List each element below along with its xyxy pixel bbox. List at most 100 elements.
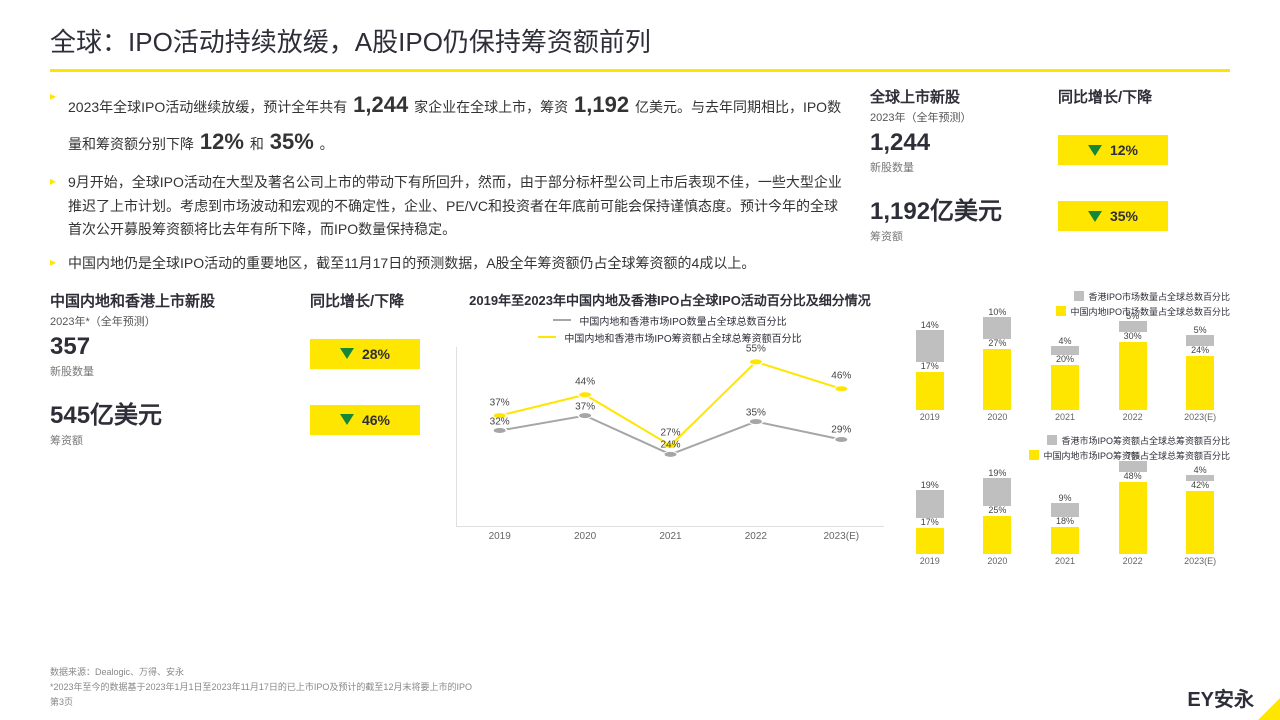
- bar-column: 5% 24% 2023(E): [1178, 325, 1222, 422]
- legend-label: 中国内地和香港市场IPO数量占全球总数百分比: [579, 313, 786, 328]
- bar-value-label: 48%: [1124, 471, 1142, 481]
- legend-swatch: [1074, 291, 1084, 301]
- bar-value-label: 25%: [988, 505, 1006, 515]
- bullet-list: 2023年全球IPO活动继续放缓，预计全年共有 1,244 家企业在全球上市，筹…: [50, 86, 846, 276]
- emph-number: 1,192: [572, 92, 631, 117]
- bar-column: 4%20%2021: [1043, 336, 1087, 422]
- kpi-sub: 2023年（全年预测）: [870, 109, 1042, 125]
- data-label: 44%: [575, 377, 595, 388]
- footnote: *2023年至今的数据基于2023年1月1日至2023年11月17日的已上市IP…: [50, 680, 1230, 693]
- data-label: 55%: [746, 344, 766, 355]
- kpi-value: 545亿美元: [50, 395, 294, 430]
- bar-value-label: 24%: [1191, 345, 1209, 355]
- bar-value-label: 5%: [1194, 325, 1207, 335]
- kpi-value: 357: [50, 333, 294, 361]
- data-source: 数据来源：Dealogic、万得、安永: [50, 665, 1230, 678]
- x-axis-label: 2023(E): [1184, 412, 1216, 422]
- emph-number: 12%: [198, 129, 246, 154]
- data-label: 35%: [746, 407, 766, 418]
- bar-column: 19%17%2019: [908, 480, 952, 566]
- pct: 46%: [362, 412, 390, 428]
- x-axis-label: 2022: [713, 531, 798, 542]
- pct: 12%: [1110, 142, 1138, 158]
- bar-chart-top: 14%17%201910%27%20204%20%20215%30%20225%…: [900, 322, 1230, 422]
- x-axis-label: 2021: [1055, 412, 1075, 422]
- change-pill: 28%: [310, 339, 420, 369]
- line-chart-panel: 2019年至2023年中国内地及香港IPO占全球IPO活动百分比及细分情况 中国…: [456, 290, 884, 566]
- bar-column: 14%17%2019: [908, 320, 952, 422]
- bar-column: 7% 48% 2022: [1111, 451, 1155, 566]
- bar-value-label: 10%: [988, 307, 1006, 317]
- x-axis-label: 2019: [920, 556, 940, 566]
- x-axis-label: 2020: [542, 531, 627, 542]
- kpi-title: 全球上市新股: [870, 86, 1042, 107]
- data-label: 46%: [831, 371, 851, 382]
- legend-swatch: [1056, 306, 1066, 316]
- bar-column: 5% 30% 2022: [1111, 311, 1155, 422]
- emph-number: 35%: [268, 129, 316, 154]
- bar-column: 19%25%2020: [975, 468, 1019, 566]
- data-label: 29%: [831, 425, 851, 436]
- x-axis-label: 2019: [920, 412, 940, 422]
- kpi-label: 新股数量: [50, 363, 294, 379]
- bar-column: 9%18%2021: [1043, 493, 1087, 566]
- data-label: 37%: [490, 398, 510, 409]
- bullet-2: 9月开始，全球IPO活动在大型及著名公司上市的带动下有所回升，然而，由于部分标杆…: [50, 171, 846, 242]
- legend-swatch: [538, 336, 556, 338]
- kpi-value: 1,244: [870, 129, 1042, 157]
- change-pill: 46%: [310, 405, 420, 435]
- x-axis-label: 2022: [1123, 556, 1143, 566]
- legend-swatch: [553, 319, 571, 321]
- kpi-china-values: 中国内地和香港上市新股 2023年*（全年预测） 357 新股数量 545亿美元…: [50, 290, 294, 566]
- bar-chart-bottom: 19%17%201919%25%20209%18%20217%48%20224%…: [900, 466, 1230, 566]
- x-axis-label: 2020: [987, 412, 1007, 422]
- bar-value-label: 30%: [1124, 331, 1142, 341]
- bar-value-label: 4%: [1194, 465, 1207, 475]
- bullet-1: 2023年全球IPO活动继续放缓，预计全年共有 1,244 家企业在全球上市，筹…: [50, 86, 846, 161]
- bullet-3: 中国内地仍是全球IPO活动的重要地区，截至11月17日的预测数据，A股全年筹资额…: [50, 252, 846, 276]
- kpi-global-values: 全球上市新股 2023年（全年预测） 1,244 新股数量 1,192亿美元 筹…: [870, 86, 1042, 286]
- change-pill: 12%: [1058, 135, 1168, 165]
- down-arrow-icon: [340, 414, 354, 425]
- line-legend: 中国内地和香港市场IPO数量占全球总数百分比: [456, 313, 884, 328]
- kpi-global-change: 同比增长/下降 12% 35%: [1058, 86, 1230, 286]
- x-axis-label: 2022: [1123, 412, 1143, 422]
- corner-triangle-icon: [1258, 698, 1280, 720]
- brand-logo: EY安永: [1187, 683, 1254, 712]
- kpi-label: 筹资额: [50, 432, 294, 448]
- pct: 28%: [362, 346, 390, 362]
- chart-title: 2019年至2023年中国内地及香港IPO占全球IPO活动百分比及细分情况: [456, 290, 884, 309]
- bar-column: 10%27%2020: [975, 307, 1019, 422]
- kpi-label: 筹资额: [870, 228, 1042, 244]
- change-pill: 35%: [1058, 201, 1168, 231]
- line-chart: 20192020202120222023(E)32%37%24%35%29%37…: [456, 347, 884, 527]
- bar-value-label: 17%: [921, 361, 939, 371]
- x-axis-label: 2023(E): [1184, 556, 1216, 566]
- text: 家企业在全球上市，筹资: [414, 99, 568, 115]
- page-title: 全球：IPO活动持续放缓，A股IPO仍保持筹资额前列: [0, 0, 1280, 69]
- kpi-value: 1,192亿美元: [870, 191, 1042, 226]
- page-number: 第3页: [50, 695, 1230, 708]
- data-label: 37%: [575, 401, 595, 412]
- down-arrow-icon: [1088, 145, 1102, 156]
- bar-value-label: 7%: [1126, 451, 1139, 461]
- bar-value-label: 4%: [1058, 336, 1071, 346]
- x-axis-label: 2020: [987, 556, 1007, 566]
- emph-number: 1,244: [351, 92, 410, 117]
- pct: 35%: [1110, 208, 1138, 224]
- kpi-change-title: 同比增长/下降: [1058, 86, 1230, 107]
- bar-value-label: 5%: [1126, 311, 1139, 321]
- kpi-title: 中国内地和香港上市新股: [50, 290, 294, 311]
- footer: 数据来源：Dealogic、万得、安永 *2023年至今的数据基于2023年1月…: [50, 665, 1230, 710]
- down-arrow-icon: [340, 348, 354, 359]
- bar-value-label: 19%: [921, 480, 939, 490]
- legend-swatch: [1047, 435, 1057, 445]
- bars-top-legend: 香港IPO市场数量占全球总数百分比 中国内地IPO市场数量占全球总数百分比: [900, 290, 1230, 318]
- bars-bottom-legend: 香港市场IPO筹资额占全球总筹资额百分比 中国内地市场IPO筹资额占全球总筹资额…: [900, 434, 1230, 462]
- x-axis-label: 2021: [628, 531, 713, 542]
- bar-value-label: 42%: [1191, 480, 1209, 490]
- x-axis-label: 2023(E): [799, 531, 884, 542]
- kpi-label: 新股数量: [870, 159, 1042, 175]
- bar-charts-panel: 香港IPO市场数量占全球总数百分比 中国内地IPO市场数量占全球总数百分比 14…: [900, 290, 1230, 566]
- kpi-sub: 2023年*（全年预测）: [50, 313, 294, 329]
